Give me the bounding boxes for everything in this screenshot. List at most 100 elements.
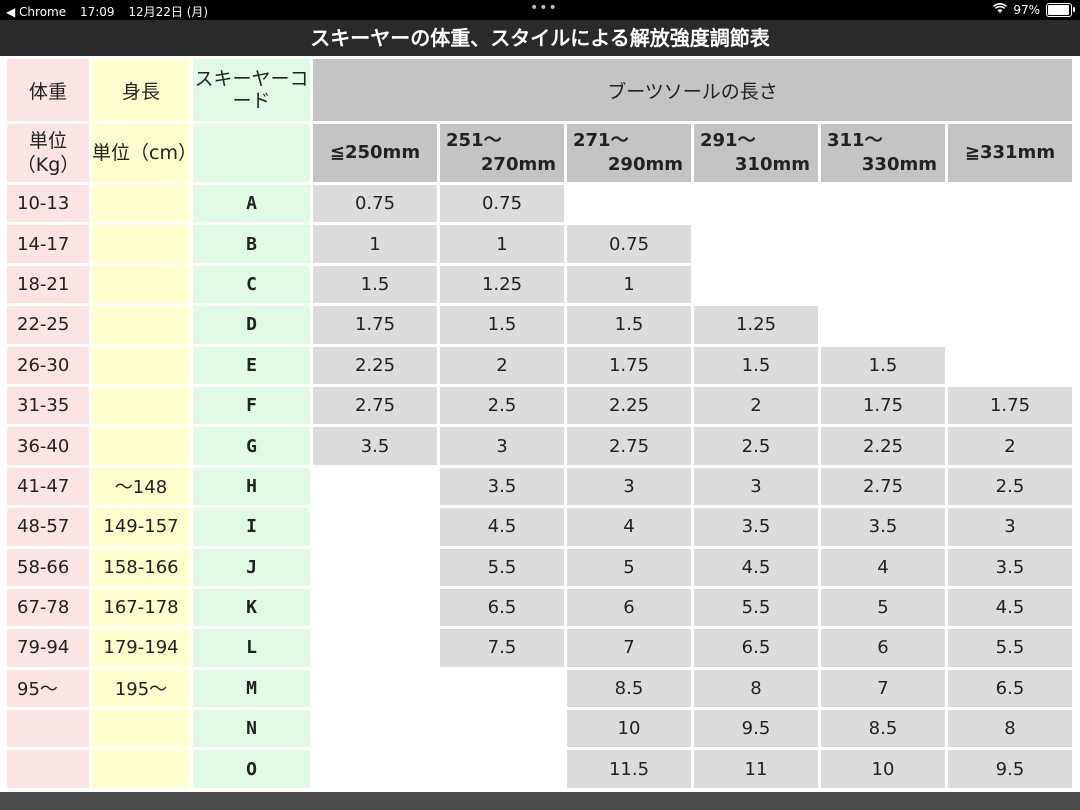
setting-value-cell: [313, 467, 437, 506]
height-cell: [92, 710, 190, 748]
setting-value-cell: [313, 508, 437, 546]
weight-cell: 58-66: [7, 548, 89, 586]
setting-value-cell: [313, 710, 437, 748]
weight-cell: 95～: [7, 669, 89, 708]
setting-value-cell: 3.5: [821, 508, 945, 546]
setting-value-cell: 1: [567, 265, 691, 304]
weight-cell: 36-40: [7, 427, 89, 465]
table-row: 79-94 179-194 L 7.5 7 6.5 6 5.5: [7, 629, 1072, 667]
height-cell: [92, 265, 190, 304]
setting-value-cell: 2: [948, 427, 1072, 465]
setting-value-cell: 6: [821, 629, 945, 667]
table-row: 36-40 G 3.5 3 2.75 2.5 2.25 2: [7, 427, 1072, 465]
setting-value-cell: 1.75: [948, 386, 1072, 425]
setting-value-cell: [821, 225, 945, 263]
setting-value-cell: [313, 669, 437, 708]
code-cell: M: [193, 669, 310, 708]
height-cell: [92, 750, 190, 788]
setting-value-cell: 8: [694, 669, 818, 708]
setting-value-cell: 0.75: [313, 185, 437, 223]
boot-size-header: 251～ 270mm: [440, 124, 564, 182]
setting-value-cell: 2.25: [567, 386, 691, 425]
weight-unit-label: 単位（Kg）: [16, 130, 80, 176]
setting-value-cell: [821, 306, 945, 344]
height-cell: 179-194: [92, 629, 190, 667]
code-cell: O: [193, 750, 310, 788]
height-cell: [92, 306, 190, 344]
setting-value-cell: 2.5: [694, 427, 818, 465]
boot-size-label-line2: 290mm: [607, 154, 683, 175]
setting-value-cell: 2.75: [313, 386, 437, 425]
setting-value-cell: 3: [694, 467, 818, 506]
setting-value-cell: [313, 548, 437, 586]
multitask-dots-icon[interactable]: •••: [530, 0, 558, 16]
setting-value-cell: 1.5: [821, 346, 945, 384]
setting-value-cell: [694, 225, 818, 263]
setting-value-cell: 8.5: [821, 710, 945, 748]
boot-size-header: 291～ 310mm: [694, 124, 818, 182]
setting-value-cell: 1.75: [313, 306, 437, 344]
weight-unit: 単位（Kg）: [7, 124, 89, 182]
code-cell: G: [193, 427, 310, 465]
setting-value-cell: 2: [694, 386, 818, 425]
status-time: 17:09: [79, 5, 115, 19]
setting-value-cell: 8.5: [567, 669, 691, 708]
code-cell: A: [193, 185, 310, 223]
setting-value-cell: 5: [567, 548, 691, 586]
setting-value-cell: 1.5: [313, 265, 437, 304]
height-cell: [92, 427, 190, 465]
status-bar: ◀ Chrome 17:09 12月22日 (月) ••• 97%: [0, 0, 1080, 20]
setting-value-cell: 5.5: [440, 548, 564, 586]
setting-value-cell: 0.75: [567, 225, 691, 263]
status-left: ◀ Chrome 17:09 12月22日 (月): [6, 3, 218, 20]
back-to-chrome-link[interactable]: ◀ Chrome: [6, 5, 67, 19]
setting-value-cell: 1: [313, 225, 437, 263]
setting-value-cell: [440, 669, 564, 708]
boot-size-label: ≧331mm: [964, 142, 1056, 163]
table-row: 10-13 A 0.75 0.75: [7, 185, 1072, 223]
weight-cell: 14-17: [7, 225, 89, 263]
setting-value-cell: 2.5: [440, 386, 564, 425]
setting-value-cell: 0.75: [440, 185, 564, 223]
setting-value-cell: 2.25: [313, 346, 437, 384]
setting-value-cell: 2: [440, 346, 564, 384]
height-cell: 158-166: [92, 548, 190, 586]
table-sheet: 体重 身長 スキーヤーコード ブーツソールの長さ 単位（Kg） 単位（cm） ≦…: [0, 56, 1080, 792]
setting-value-cell: [948, 306, 1072, 344]
wifi-icon: [993, 3, 1008, 17]
boot-size-label-line1: 311～: [827, 130, 883, 151]
setting-value-cell: 7: [821, 669, 945, 708]
boot-sole-header: ブーツソールの長さ: [313, 59, 1072, 121]
setting-value-cell: 4: [567, 508, 691, 546]
setting-value-cell: 4.5: [440, 508, 564, 546]
setting-value-cell: [313, 629, 437, 667]
weight-cell: 22-25: [7, 306, 89, 344]
boot-size-header: 311～ 330mm: [821, 124, 945, 182]
setting-value-cell: 6: [567, 588, 691, 627]
setting-value-cell: [821, 185, 945, 223]
height-cell: 195～: [92, 669, 190, 708]
code-cell: N: [193, 710, 310, 748]
page-title: スキーヤーの体重、スタイルによる解放強度調節表: [0, 20, 1080, 56]
setting-value-cell: [948, 185, 1072, 223]
height-cell: 167-178: [92, 588, 190, 627]
weight-cell: 10-13: [7, 185, 89, 223]
setting-value-cell: 1.75: [567, 346, 691, 384]
boot-size-label-line1: 271～: [573, 130, 629, 151]
table-row: 31-35 F 2.75 2.5 2.25 2 1.75 1.75: [7, 386, 1072, 425]
code-cell: B: [193, 225, 310, 263]
bottom-bar: [0, 792, 1080, 810]
height-cell: ～148: [92, 467, 190, 506]
weight-cell: 26-30: [7, 346, 89, 384]
weight-cell: 31-35: [7, 386, 89, 425]
height-unit: 単位（cm）: [92, 124, 197, 182]
setting-value-cell: 1.25: [440, 265, 564, 304]
code-cell: C: [193, 265, 310, 304]
setting-value-cell: 1.25: [694, 306, 818, 344]
status-date: 12月22日 (月): [128, 5, 209, 19]
battery-icon: [1046, 3, 1075, 17]
code-unit-blank: [193, 124, 310, 182]
code-cell: F: [193, 386, 310, 425]
table-row: 14-17 B 1 1 0.75: [7, 225, 1072, 263]
height-cell: 149-157: [92, 508, 190, 546]
